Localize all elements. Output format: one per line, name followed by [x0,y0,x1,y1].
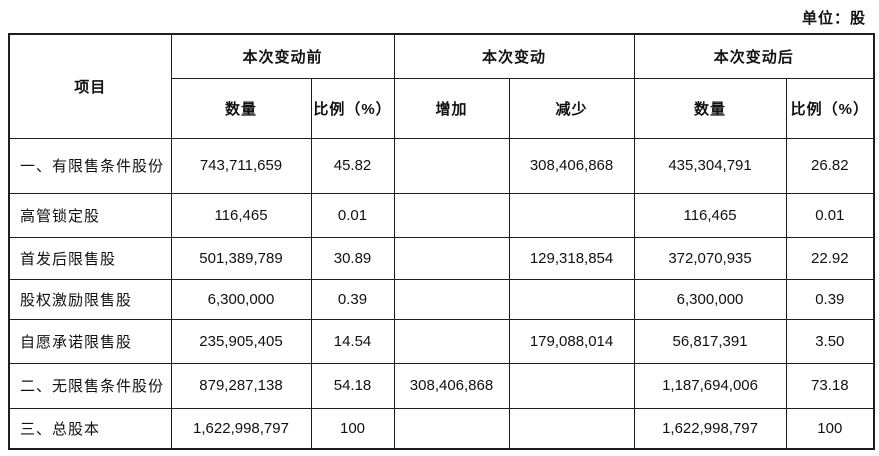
unit-label: 单位：股 [801,10,866,27]
table-row-unrestricted-shares: 二、无限售条件股份 879,287,138 54.18 308,406,868 … [8,362,875,409]
col-header-after-change: 本次变动后 [633,33,875,79]
cell-before-ratio: 54.18 [310,362,395,409]
cell-after-qty: 6,300,000 [633,278,787,320]
table-body: 一、有限售条件股份 743,711,659 45.82 308,406,868 … [8,137,875,450]
table-row-restricted-shares: 一、有限售条件股份 743,711,659 45.82 308,406,868 … [8,137,875,194]
row-item-label: 三、总股本 [8,407,172,450]
cell-increase [393,318,510,364]
cell-increase [393,137,510,194]
header-row-groups: 项目 本次变动前 本次变动 本次变动后 [8,33,875,139]
cell-after-ratio: 100 [785,407,875,450]
table-row-total-share-capital: 三、总股本 1,622,998,797 100 1,622,998,797 10… [8,407,875,450]
cell-after-qty: 1,622,998,797 [633,407,787,450]
table-row-voluntary-commitment-restricted-shares: 自愿承诺限售股 235,905,405 14.54 179,088,014 56… [8,318,875,364]
cell-increase: 308,406,868 [393,362,510,409]
table-row-executive-locked-shares: 高管锁定股 116,465 0.01 116,465 0.01 [8,192,875,238]
cell-decrease [508,192,635,238]
cell-after-ratio: 0.39 [785,278,875,320]
cell-before-qty: 501,389,789 [170,236,312,280]
col-header-item: 项目 [8,33,172,139]
cell-after-qty: 116,465 [633,192,787,238]
cell-decrease [508,362,635,409]
table-header: 项目 本次变动前 本次变动 本次变动后 数量 比例（%） 增加 减少 数量 比例… [8,33,875,139]
row-item-label: 自愿承诺限售股 [8,318,172,364]
cell-after-ratio: 3.50 [785,318,875,364]
row-item-label: 一、有限售条件股份 [8,137,172,194]
cell-before-ratio: 0.39 [310,278,395,320]
row-item-label: 股权激励限售股 [8,278,172,320]
cell-increase [393,192,510,238]
row-item-label: 高管锁定股 [8,192,172,238]
cell-after-qty: 1,187,694,006 [633,362,787,409]
table-row-post-ipo-restricted-shares: 首发后限售股 501,389,789 30.89 129,318,854 372… [8,236,875,280]
col-header-before-quantity: 数量 [170,77,312,139]
share-structure-table: 项目 本次变动前 本次变动 本次变动后 数量 比例（%） 增加 减少 数量 比例… [8,33,876,450]
cell-before-qty: 116,465 [170,192,312,238]
cell-increase [393,236,510,280]
cell-after-ratio: 26.82 [785,137,875,194]
col-header-before-ratio: 比例（%） [310,77,395,139]
cell-before-ratio: 45.82 [310,137,395,194]
cell-increase [393,278,510,320]
row-item-label: 二、无限售条件股份 [8,362,172,409]
cell-before-qty: 235,905,405 [170,318,312,364]
table-row-equity-incentive-restricted-shares: 股权激励限售股 6,300,000 0.39 6,300,000 0.39 [8,278,875,320]
cell-before-ratio: 100 [310,407,395,450]
cell-after-ratio: 22.92 [785,236,875,280]
cell-decrease [508,407,635,450]
cell-before-ratio: 14.54 [310,318,395,364]
col-header-after-quantity: 数量 [633,77,787,139]
cell-after-qty: 56,817,391 [633,318,787,364]
cell-decrease: 308,406,868 [508,137,635,194]
header-row-subcolumns: 数量 比例（%） 增加 减少 数量 比例（%） [9,77,875,139]
cell-before-qty: 1,622,998,797 [170,407,312,450]
cell-before-ratio: 30.89 [310,236,395,280]
cell-before-qty: 879,287,138 [170,362,312,409]
cell-decrease [508,278,635,320]
col-header-this-change: 本次变动 [393,33,635,79]
cell-after-ratio: 0.01 [785,192,875,238]
cell-before-qty: 743,711,659 [170,137,312,194]
col-header-increase: 增加 [393,77,510,139]
cell-after-ratio: 73.18 [785,362,875,409]
cell-after-qty: 372,070,935 [633,236,787,280]
cell-before-qty: 6,300,000 [170,278,312,320]
col-header-decrease: 减少 [508,77,635,139]
cell-before-ratio: 0.01 [310,192,395,238]
cell-after-qty: 435,304,791 [633,137,787,194]
cell-increase [393,407,510,450]
cell-decrease: 179,088,014 [508,318,635,364]
row-item-label: 首发后限售股 [8,236,172,280]
col-header-after-ratio: 比例（%） [785,77,875,139]
cell-decrease: 129,318,854 [508,236,635,280]
col-header-before-change: 本次变动前 [170,33,395,79]
